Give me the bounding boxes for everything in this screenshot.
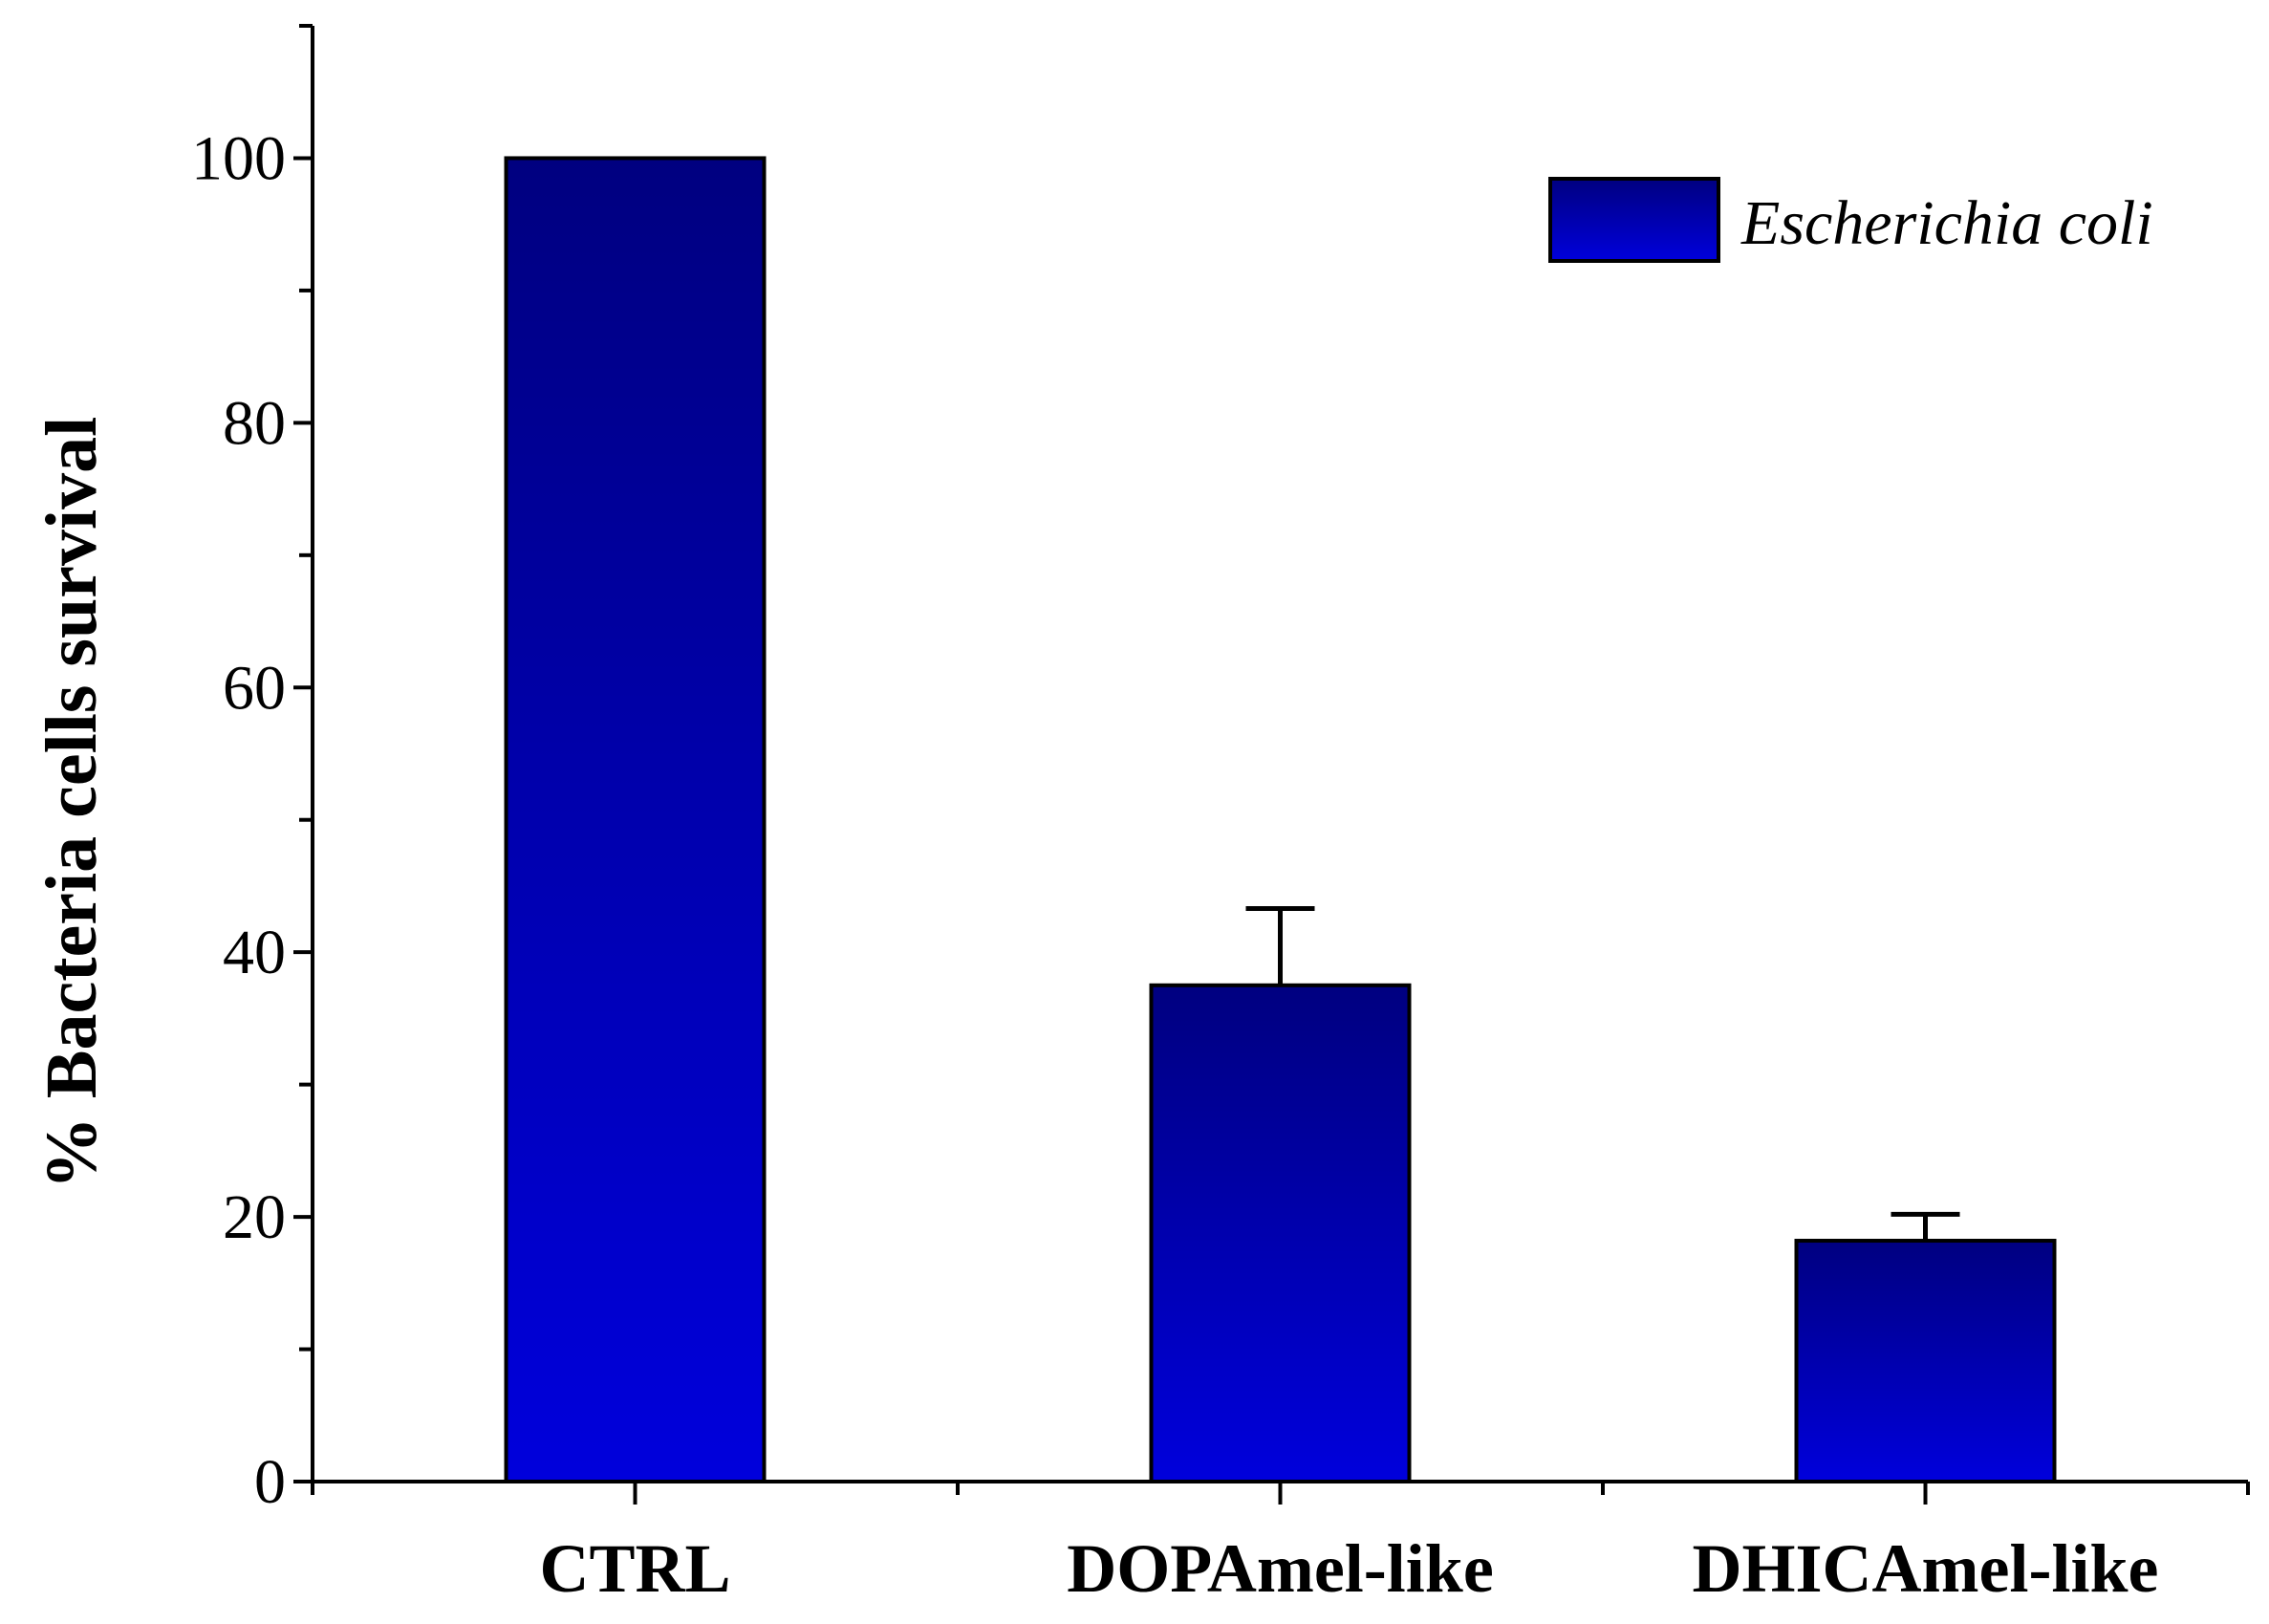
legend-label: Escherichia coli (1740, 188, 2153, 258)
y-tick-label: 100 (191, 123, 286, 193)
y-tick-label: 80 (223, 388, 286, 458)
legend: Escherichia coli (1548, 177, 2153, 263)
y-tick-label: 0 (254, 1447, 286, 1517)
x-category-label: DHICAmel-like (1693, 1530, 2159, 1607)
bar-ctrl (504, 156, 767, 1483)
bar-dhicamel-like (1794, 1239, 2057, 1483)
x-category-label: DOPAmel-like (1067, 1530, 1494, 1607)
bars (504, 156, 2057, 1483)
y-tick-label: 40 (223, 918, 286, 987)
y-axis-title: % Bacteria cells survival (32, 417, 112, 1189)
x-axis: CTRL DOPAmel-like DHICAmel-like (311, 1480, 2250, 1607)
y-tick-label: 60 (223, 653, 286, 723)
x-category-label: CTRL (539, 1530, 730, 1607)
y-tick-label: 20 (223, 1182, 286, 1252)
bar-dopamel-like (1149, 983, 1412, 1483)
y-axis: 0 20 40 60 80 100 (191, 24, 314, 1517)
legend-swatch (1548, 177, 1720, 263)
